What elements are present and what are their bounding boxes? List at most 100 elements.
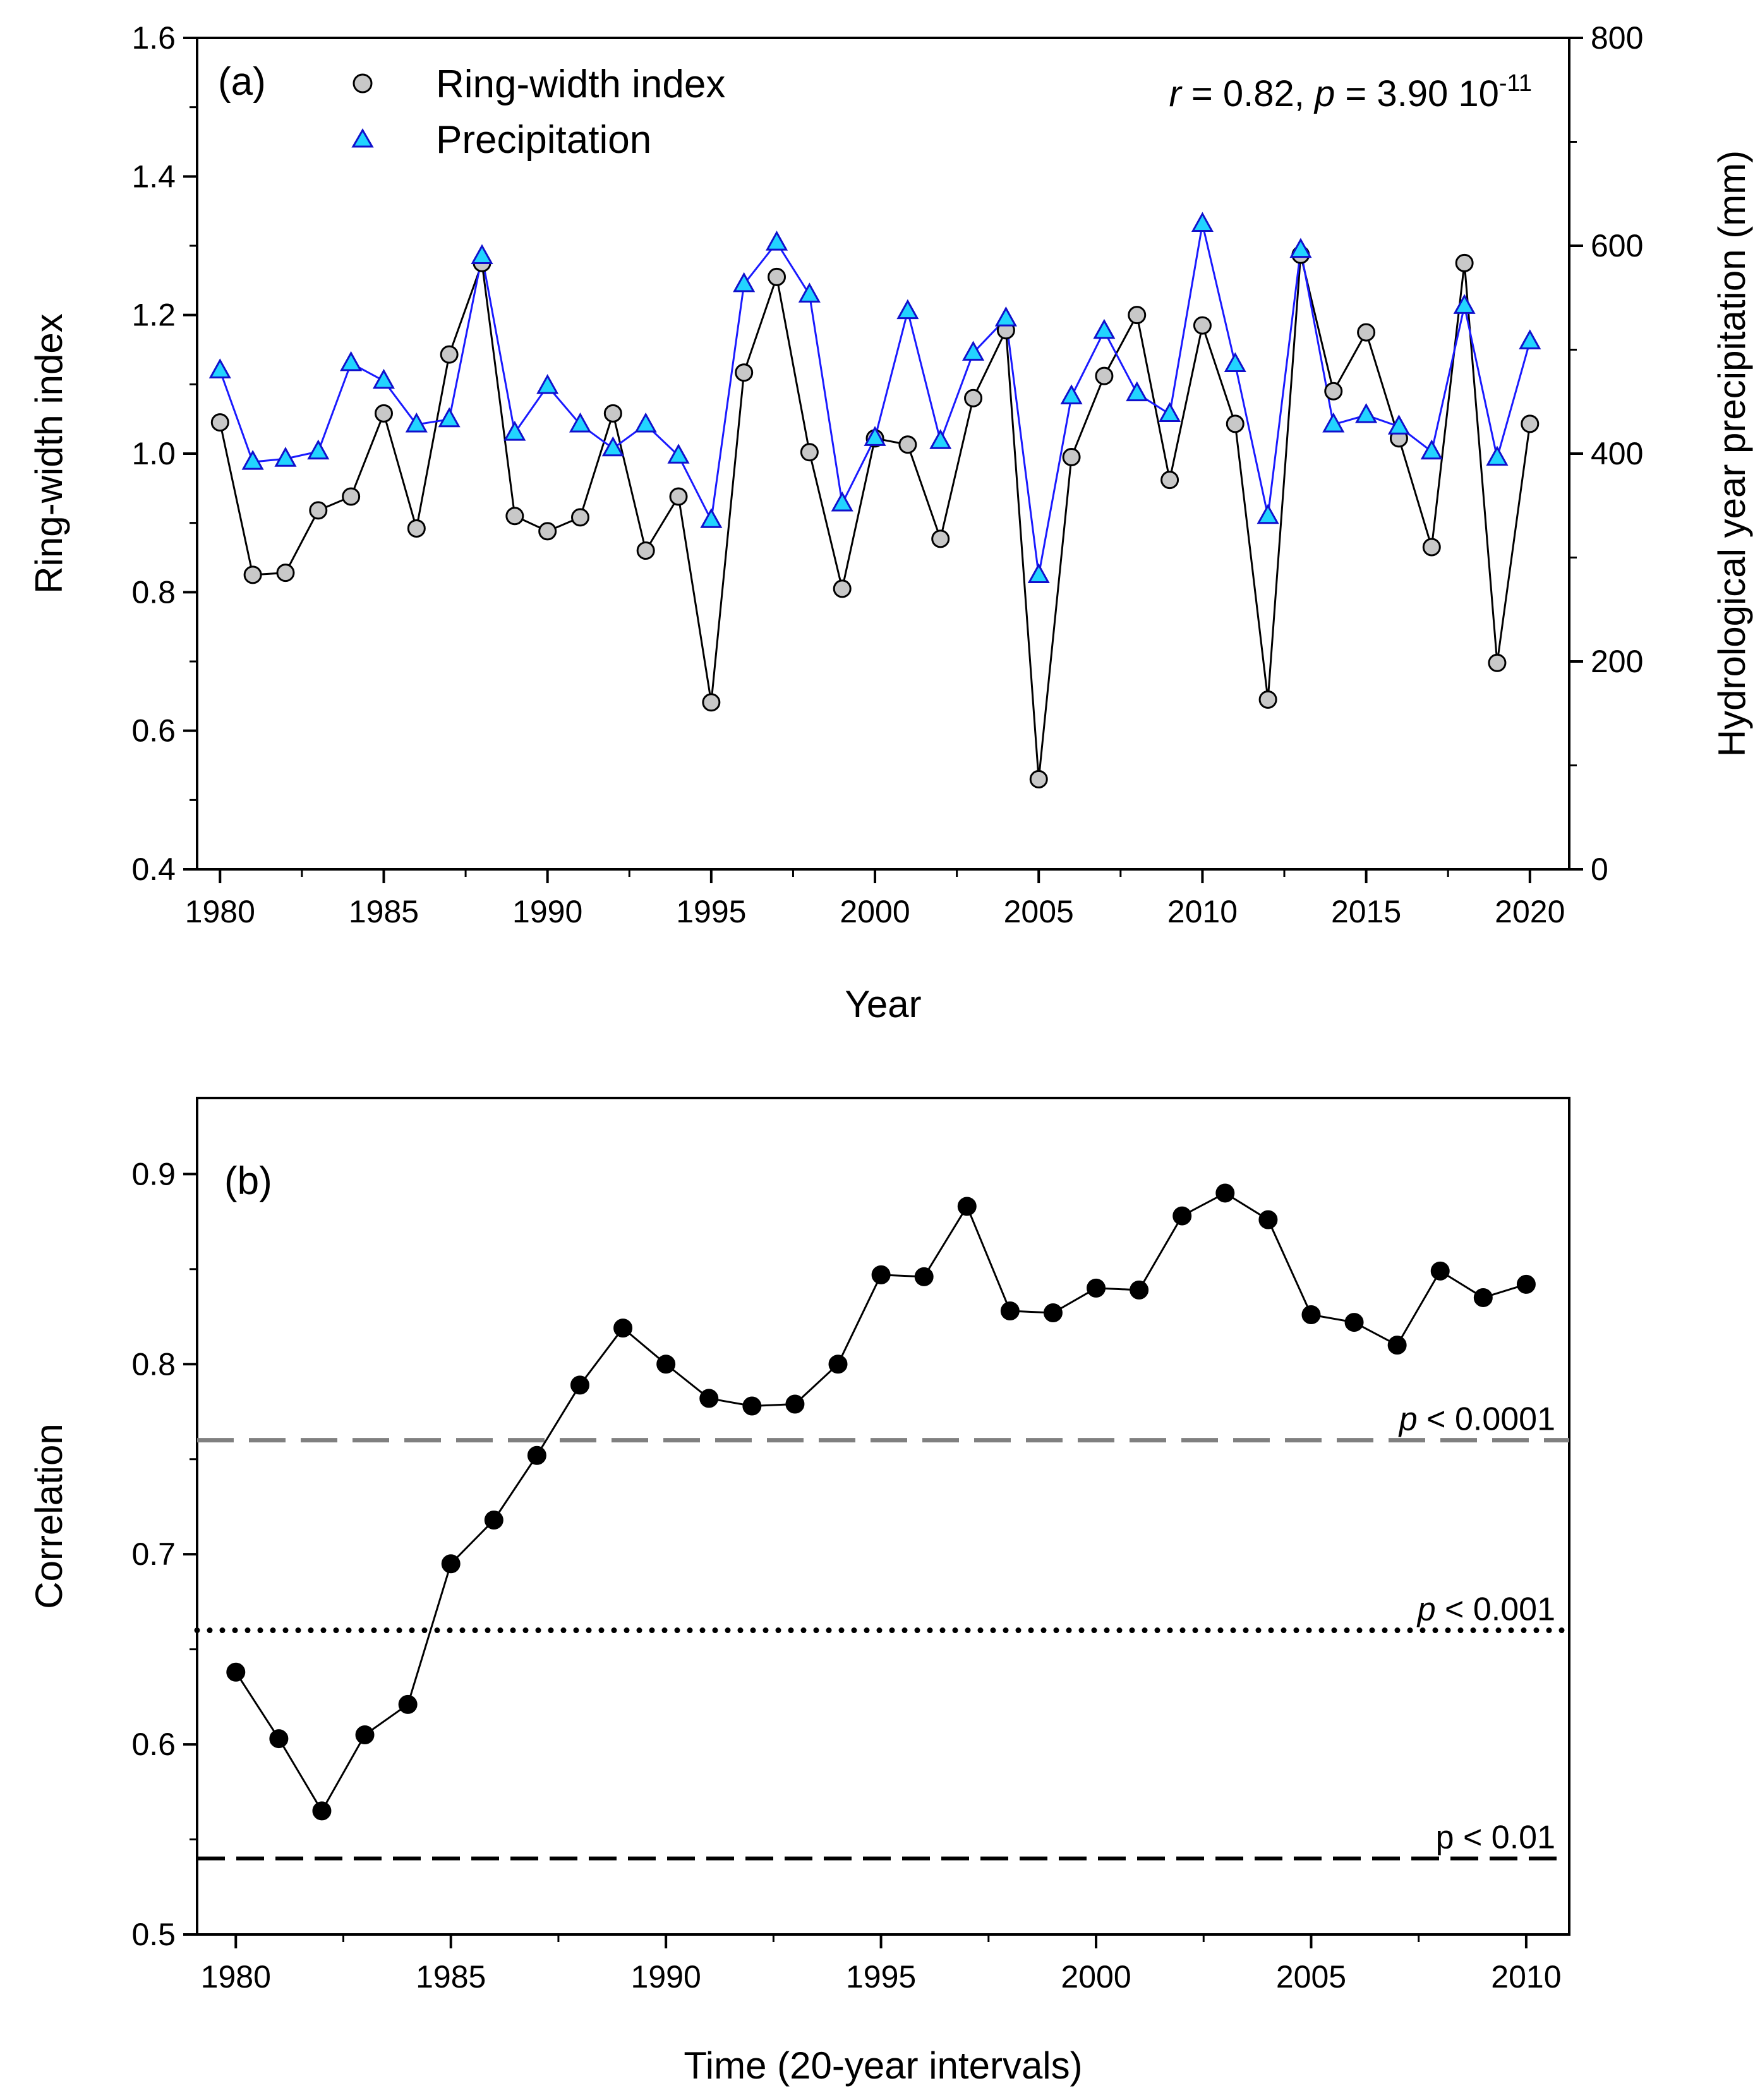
precipitation-point — [962, 341, 985, 361]
panel-a-ticks: 1980 1985 1990 1995 2000 2005 2010 2015 20200.40… — [131, 20, 1643, 929]
correlation-point — [1258, 1210, 1278, 1229]
correlation-point — [269, 1729, 289, 1749]
panel-a-ylabel: Ring-width index — [28, 313, 70, 594]
ring-width-point — [1455, 253, 1474, 272]
y-right-tick-label: 400 — [1591, 436, 1643, 471]
correlation-point — [1215, 1183, 1235, 1203]
precipitation-point — [733, 272, 756, 293]
significance-label: p < 0.001 — [1416, 1591, 1555, 1628]
correlation-point — [699, 1389, 719, 1408]
correlation-point — [1301, 1305, 1321, 1325]
correlation-point — [613, 1319, 633, 1338]
correlation-point — [355, 1725, 375, 1745]
y-tick-label: 0.6 — [131, 1727, 176, 1762]
panel-a-label: (a) — [218, 60, 266, 104]
ring-width-point — [833, 579, 852, 598]
panel-b-frame — [196, 1097, 1570, 1936]
ring-width-line — [219, 254, 1531, 780]
correlation-point — [484, 1511, 503, 1530]
significance-label: p < 0.01 — [1436, 1819, 1555, 1856]
precipitation-point — [929, 429, 952, 449]
y-tick-label: 0.7 — [131, 1536, 176, 1572]
precipitation-point — [1322, 412, 1345, 433]
y-tick-label: 0.6 — [131, 713, 176, 749]
ring-width-point — [1062, 447, 1081, 466]
correlation-point — [1516, 1274, 1536, 1294]
ring-width-point — [1422, 538, 1441, 557]
ring-width-point — [505, 507, 524, 526]
x-tick-label: 1980 — [201, 1959, 271, 1994]
legend-ring-marker — [353, 73, 373, 94]
legend-precip-label: Precipitation — [436, 118, 651, 162]
ring-width-point — [800, 443, 819, 462]
ring-width-point — [735, 363, 754, 382]
ring-width-point — [571, 508, 590, 527]
precipitation-point — [1387, 414, 1410, 435]
x-tick-label: 1985 — [349, 894, 419, 929]
ring-width-point — [603, 404, 622, 423]
correlation-point — [1430, 1261, 1450, 1281]
correlation-point — [785, 1394, 805, 1414]
panel-b: 1980 1985 1990 1995 2000 2005 2010 0.5 0.6 0.7 0.8… — [28, 1097, 1572, 2087]
panel-a-frame — [196, 37, 1570, 871]
ring-width-point — [1029, 769, 1048, 788]
legend-precip-marker — [351, 128, 374, 148]
ring-width-point — [538, 522, 557, 541]
precipitation-point — [536, 373, 559, 394]
y-right-tick-label: 800 — [1591, 20, 1643, 56]
legend: Ring-width index Precipitation — [351, 63, 725, 162]
y-tick-label: 1.0 — [131, 436, 176, 471]
precipitation-point — [208, 358, 231, 378]
correlation-point — [914, 1267, 934, 1286]
correlation-point — [1172, 1206, 1192, 1226]
precipitation-point — [896, 299, 919, 320]
y-right-tick-label: 200 — [1591, 644, 1643, 679]
panel-a-series — [208, 212, 1541, 788]
ring-width-point — [243, 565, 262, 584]
precipitation-point — [1519, 329, 1541, 349]
precipitation-point — [700, 508, 723, 528]
x-tick-label: 1995 — [846, 1959, 916, 1994]
ring-width-point — [407, 519, 426, 538]
panel-b-series — [226, 1183, 1536, 1821]
precipitation-point — [667, 444, 690, 464]
y-tick-label: 1.4 — [131, 159, 176, 194]
correlation-point — [957, 1197, 977, 1216]
y-right-tick-label: 600 — [1591, 228, 1643, 263]
precipitation-point — [1486, 445, 1509, 466]
y-tick-label: 0.8 — [131, 1346, 176, 1382]
ring-width-point — [1128, 306, 1147, 325]
correlation-point — [1387, 1336, 1407, 1355]
ring-width-point — [702, 693, 721, 712]
panel-b-xlabel: Time (20-year intervals) — [684, 2044, 1082, 2087]
stat-text: r = 0.82, p = 3.90 10-11 — [1169, 70, 1532, 114]
precipitation-point — [1126, 381, 1148, 402]
panel-a: 1980 1985 1990 1995 2000 2005 2010 2015 20200.40… — [28, 20, 1753, 1025]
ring-width-point — [276, 564, 295, 582]
panel-a-xlabel: Year — [845, 983, 921, 1025]
precipitation-point — [1060, 384, 1083, 405]
x-tick-label: 2015 — [1331, 894, 1401, 929]
ring-width-point — [440, 345, 459, 364]
precipitation-point — [1159, 402, 1181, 422]
precipitation-point — [503, 421, 526, 441]
correlation-point — [1130, 1280, 1149, 1300]
ring-width-point — [1226, 414, 1245, 433]
ring-width-point — [342, 487, 361, 506]
precipitation-point — [601, 436, 624, 457]
ring-width-point — [1160, 471, 1179, 490]
ring-width-point — [1357, 323, 1376, 342]
correlation-point — [656, 1355, 676, 1374]
ring-width-point — [309, 501, 328, 520]
ring-width-point — [1521, 414, 1540, 433]
x-tick-label: 2020 — [1495, 894, 1565, 929]
ring-width-point — [1095, 366, 1114, 385]
ring-width-point — [636, 541, 655, 560]
panel-b-label: (b) — [224, 1159, 272, 1203]
x-tick-label: 2005 — [1004, 894, 1074, 929]
significance-label: p < 0.0001 — [1398, 1401, 1555, 1438]
correlation-point — [1043, 1303, 1063, 1323]
precipitation-point — [569, 412, 592, 433]
ring-width-point — [1193, 316, 1212, 335]
